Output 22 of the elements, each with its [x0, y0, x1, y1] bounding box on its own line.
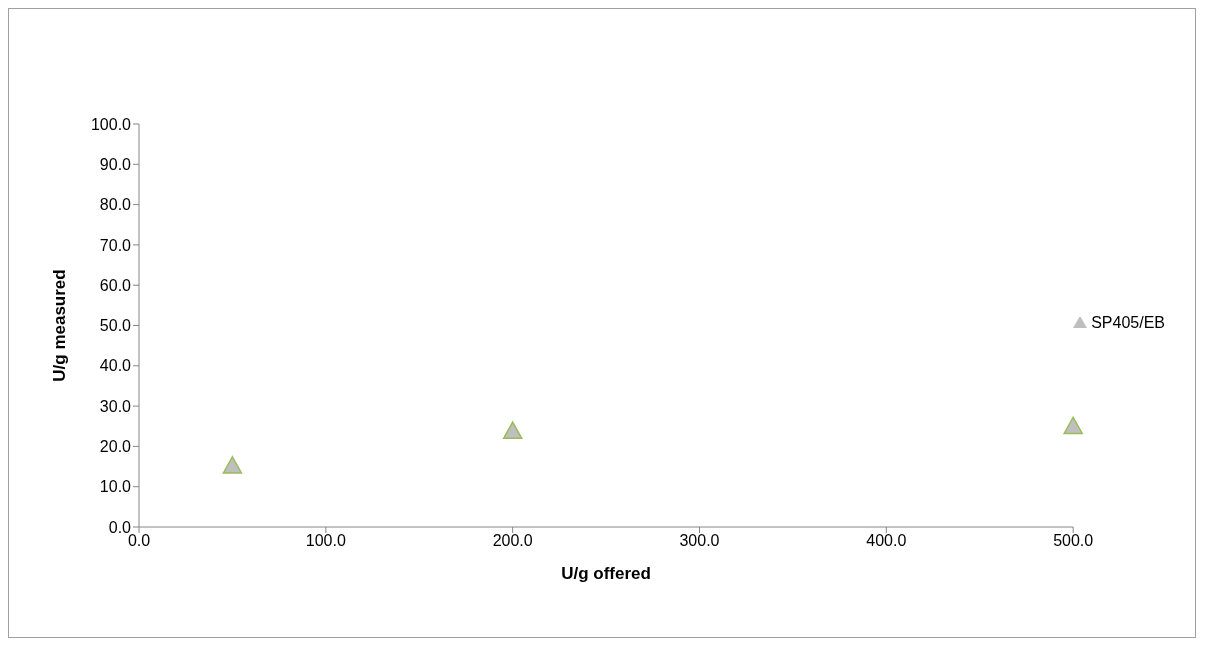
- y-tick-label: 10.0: [99, 478, 132, 496]
- x-tick-label: 400.0: [866, 532, 907, 550]
- y-tick-label: 80.0: [99, 196, 132, 214]
- x-tick-label: 500.0: [1053, 532, 1094, 550]
- y-tick-label: 30.0: [99, 397, 132, 415]
- y-tick-label: 60.0: [99, 276, 132, 294]
- x-axis-title: U/g offered: [561, 564, 651, 583]
- y-tick-label: 50.0: [99, 317, 132, 335]
- point: [1063, 416, 1083, 435]
- y-tick-label: 100.0: [90, 115, 132, 133]
- x-tick-label: 100.0: [305, 532, 346, 550]
- legend-label: SP405/EB: [1091, 314, 1165, 331]
- y-tick-label: 40.0: [99, 357, 132, 375]
- y-tick-label: 90.0: [99, 155, 132, 173]
- point: [502, 421, 523, 440]
- y-tick-label: 70.0: [99, 236, 132, 254]
- x-tick-label: 0.0: [127, 532, 151, 550]
- y-axis-title: U/g measured: [50, 269, 70, 382]
- point: [222, 455, 243, 474]
- x-tick-label: 300.0: [679, 532, 720, 550]
- y-tick-label: 20.0: [99, 438, 132, 456]
- x-tick-label: 200.0: [492, 532, 533, 550]
